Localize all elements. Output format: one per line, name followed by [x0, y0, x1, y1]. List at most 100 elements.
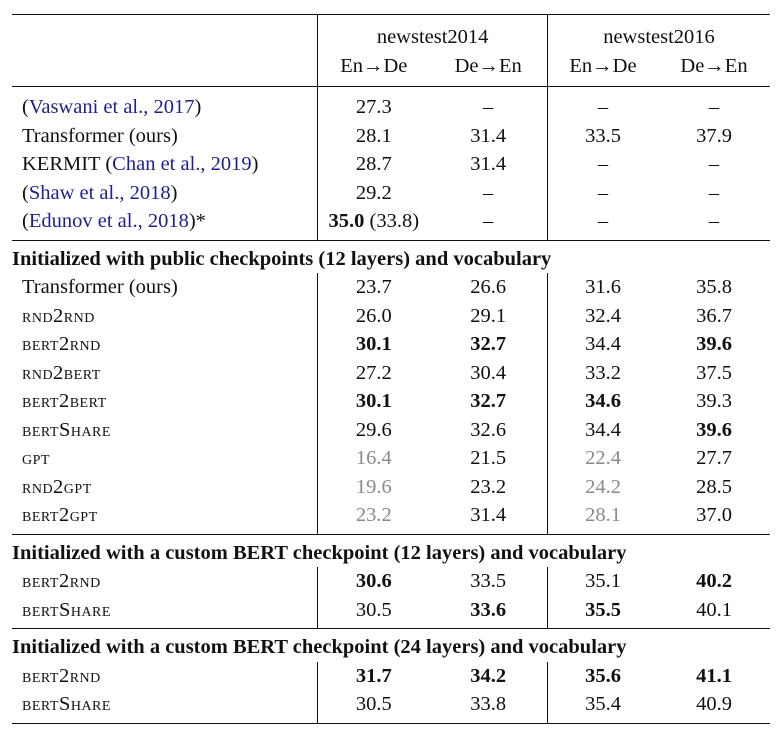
score-cell: 28.1 [547, 501, 659, 534]
score-cell: 28.5 [696, 475, 732, 498]
header-2014-en-de: En→De [317, 51, 430, 87]
score-cell: 30.1 [317, 330, 430, 359]
score-cell: 31.4 [470, 124, 507, 147]
score-cell: 33.8 [429, 690, 548, 724]
score-cell: 29.6 [317, 415, 430, 444]
score-cell: 29.2 [317, 178, 430, 207]
score-cell: 34.2 [470, 664, 507, 687]
score-cell: 32.7 [470, 333, 507, 355]
table-row: bert2rnd 30.1 32.7 34.4 39.6 [12, 330, 770, 359]
score-cell: – [658, 86, 770, 122]
score-cell: 16.4 [317, 444, 430, 473]
score-cell: 33.5 [547, 121, 659, 150]
score-cell: 31.4 [470, 504, 507, 526]
score-cell: 30.1 [317, 387, 430, 416]
model-name: rnd2bert [22, 361, 101, 384]
model-name: KERMIT (Chan et al., 2019) [22, 153, 259, 175]
score-cell: 27.3 [317, 86, 430, 122]
score-cell: 30.5 [317, 690, 430, 724]
score-cell: – [429, 86, 548, 122]
score-cell: 22.4 [547, 444, 659, 473]
score-cell: 32.7 [470, 390, 507, 412]
score-cell: – [708, 210, 720, 232]
citation-link[interactable]: Chan et al., 2019 [112, 153, 252, 175]
model-name: bert2rnd [22, 570, 101, 592]
score-cell: 35.1 [547, 567, 659, 596]
citation-link[interactable]: Shaw et al., 2018 [28, 181, 171, 204]
score-cell: – [483, 181, 494, 204]
section-custom-24-layers: Initialized with a custom BERT checkpoin… [12, 628, 770, 724]
table-row: bert2gpt 23.2 31.4 28.1 37.0 [12, 501, 770, 534]
table-row: bertShare 29.6 32.6 34.4 39.6 [12, 415, 770, 444]
score-cell: 34.6 [547, 387, 659, 416]
table-row: Transformer (ours) 23.7 26.6 31.6 35.8 [12, 273, 770, 302]
section-title-row: Initialized with public checkpoints (12 … [12, 239, 770, 273]
header-2016-en-de: En→De [547, 51, 659, 87]
score-cell: – [708, 181, 720, 204]
model-name: (Vaswani et al., 2017) [12, 86, 318, 122]
table-row: Transformer (ours) 28.1 31.4 33.5 37.9 [12, 121, 770, 150]
score-cell: 40.2 [696, 570, 732, 592]
score-cell: 27.7 [696, 447, 732, 469]
score-cell: 37.5 [696, 361, 732, 384]
header-row-directions: En→De De→En En→De De→En [12, 51, 770, 87]
header-empty-cell [12, 14, 318, 52]
model-name: Transformer (ours) [22, 276, 178, 298]
table-row: bertShare 30.5 33.8 35.4 40.9 [12, 690, 770, 724]
header-newstest2014: newstest2014 [317, 14, 548, 52]
score-cell: 28.1 [317, 121, 430, 150]
score-cell: 35.8 [696, 276, 732, 298]
table-row: bertShare 30.5 33.6 35.5 40.1 [12, 595, 770, 629]
table-row: bert2rnd 30.6 33.5 35.1 40.2 [12, 567, 770, 596]
score-cell: – [547, 178, 659, 207]
table-row: rnd2bert 27.2 30.4 33.2 37.5 [12, 358, 770, 387]
score-cell: 35.6 [547, 661, 659, 690]
score-cell: 26.0 [317, 301, 430, 330]
score-cell: – [708, 153, 720, 175]
table-row: (Vaswani et al., 2017) 27.3 – – – [12, 86, 770, 122]
score-cell: 31.4 [470, 153, 507, 175]
score-cell: 35.5 [547, 595, 659, 629]
score-cell: 39.6 [696, 333, 732, 355]
score-cell: 26.6 [470, 276, 507, 298]
score-cell: 37.0 [696, 504, 732, 526]
model-name: bertShare [12, 690, 318, 724]
score-cell: 34.4 [547, 330, 659, 359]
model-name: bert2gpt [22, 504, 98, 526]
score-cell: 30.4 [470, 361, 507, 384]
model-name: Transformer (ours) [22, 124, 178, 147]
table-row: bert2bert 30.1 32.7 34.6 39.3 [12, 387, 770, 416]
score-cell: 35.0 (33.8) [317, 207, 430, 240]
model-name: rnd2rnd [22, 304, 95, 327]
score-cell: 23.7 [317, 273, 430, 302]
section-custom-12-layers: Initialized with a custom BERT checkpoin… [12, 533, 770, 629]
score-cell: 33.6 [470, 598, 507, 621]
score-cell: – [547, 86, 659, 122]
model-name: bertShare [22, 418, 111, 441]
citation-link[interactable]: Vaswani et al., 2017 [28, 96, 195, 118]
score-cell: 40.9 [658, 690, 770, 724]
section-title: Initialized with public checkpoints (12 … [12, 239, 770, 273]
table-row: bert2rnd 31.7 34.2 35.6 41.1 [12, 661, 770, 690]
score-cell: 37.9 [696, 124, 732, 147]
score-cell: 34.4 [547, 415, 659, 444]
score-cell: 36.7 [696, 304, 732, 327]
model-name: (Shaw et al., 2018) [22, 181, 178, 204]
header-2014-de-en: De→En [454, 54, 522, 77]
section-title: Initialized with a custom BERT checkpoin… [12, 533, 770, 567]
header-newstest2016: newstest2016 [547, 14, 770, 52]
score-cell: 23.2 [470, 475, 507, 498]
citation-link[interactable]: Edunov et al., 2018 [28, 210, 189, 232]
header-2016-de-en: De→En [680, 54, 748, 77]
score-cell: – [547, 150, 659, 179]
score-cell: 23.2 [317, 501, 430, 534]
score-cell: 39.3 [696, 390, 732, 412]
score-cell: 19.6 [317, 472, 430, 501]
model-name: bert2rnd [22, 333, 101, 355]
score-cell: 33.2 [547, 358, 659, 387]
score-cell: – [483, 210, 494, 232]
score-cell: 40.1 [696, 598, 732, 621]
table-row: KERMIT (Chan et al., 2019) 28.7 31.4 – – [12, 150, 770, 179]
model-name: bert2rnd [22, 664, 101, 687]
score-cell: 31.6 [547, 273, 659, 302]
